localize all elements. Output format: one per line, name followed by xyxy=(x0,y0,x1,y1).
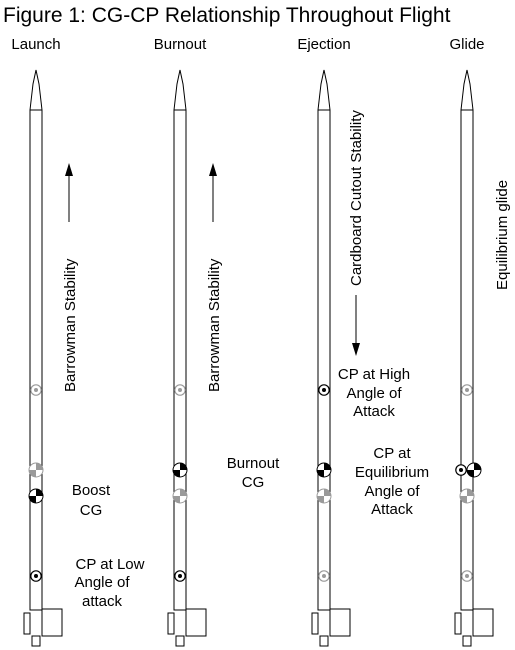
rocket-ejection xyxy=(311,69,351,647)
arrow-icon xyxy=(209,163,217,176)
cp-marker-inactive xyxy=(318,570,330,582)
cp-marker-inactive xyxy=(461,570,473,582)
cp-low-angle-marker xyxy=(30,570,42,582)
svg-text:Equilibrium: Equilibrium xyxy=(355,464,429,481)
arrow-icon xyxy=(352,343,360,356)
svg-text:CG: CG xyxy=(80,502,103,519)
column-heading-burnout: Burnout xyxy=(154,36,207,53)
cg-marker-inactive xyxy=(316,488,332,504)
cg-marker-inactive xyxy=(459,488,475,504)
svg-text:Attack: Attack xyxy=(371,501,413,518)
cp-equilibrium-label: CP at Equilibrium Angle of Attack xyxy=(355,445,429,518)
cg-marker-inactive xyxy=(28,462,44,478)
ejection-stability-label: Cardboard Cutout Stability xyxy=(348,110,365,286)
glide-cg-marker xyxy=(466,462,482,478)
rocket-launch xyxy=(23,69,63,647)
column-heading-launch: Launch xyxy=(11,36,60,53)
column-heading-glide: Glide xyxy=(449,36,484,53)
ejection-cg-marker xyxy=(316,462,332,478)
svg-text:Angle of: Angle of xyxy=(364,483,420,500)
burnout-cg-marker xyxy=(172,462,188,478)
svg-text:CP at High: CP at High xyxy=(338,366,410,383)
boost-cg-label: Boost CG xyxy=(72,482,111,519)
burnout-cg-label: Burnout CG xyxy=(227,455,280,491)
glide-stability-label: Equilibrium glide xyxy=(494,180,511,290)
cp-low-angle-marker xyxy=(174,570,186,582)
burnout-stability-label: Barrowman Stability xyxy=(206,258,223,392)
cp-marker-inactive xyxy=(30,384,42,396)
cp-low-angle-label: CP at Low Angle of attack xyxy=(74,556,144,610)
svg-text:Angle of: Angle of xyxy=(74,574,130,591)
boost-cg-marker xyxy=(28,488,44,504)
rocket-burnout xyxy=(167,69,207,647)
svg-text:Angle of: Angle of xyxy=(346,385,402,402)
svg-text:Boost: Boost xyxy=(72,482,111,499)
svg-text:Attack: Attack xyxy=(353,403,395,420)
svg-text:CP at Low: CP at Low xyxy=(76,556,145,573)
cp-marker-inactive xyxy=(174,384,186,396)
arrow-icon xyxy=(65,163,73,176)
cp-high-angle-label: CP at High Angle of Attack xyxy=(338,366,410,420)
svg-text:CG: CG xyxy=(242,474,265,491)
launch-stability-label: Barrowman Stability xyxy=(62,258,79,392)
cp-high-angle-marker xyxy=(318,384,330,396)
cp-marker-inactive xyxy=(461,384,473,396)
column-heading-ejection: Ejection xyxy=(297,36,350,53)
cg-marker-inactive xyxy=(172,488,188,504)
svg-text:Burnout: Burnout xyxy=(227,455,280,472)
rocket-glide xyxy=(454,69,494,647)
cp-equilibrium-marker xyxy=(455,464,467,476)
svg-text:CP at: CP at xyxy=(373,445,411,462)
figure-title: Figure 1: CG-CP Relationship Throughout … xyxy=(3,4,451,27)
svg-text:attack: attack xyxy=(82,593,123,610)
